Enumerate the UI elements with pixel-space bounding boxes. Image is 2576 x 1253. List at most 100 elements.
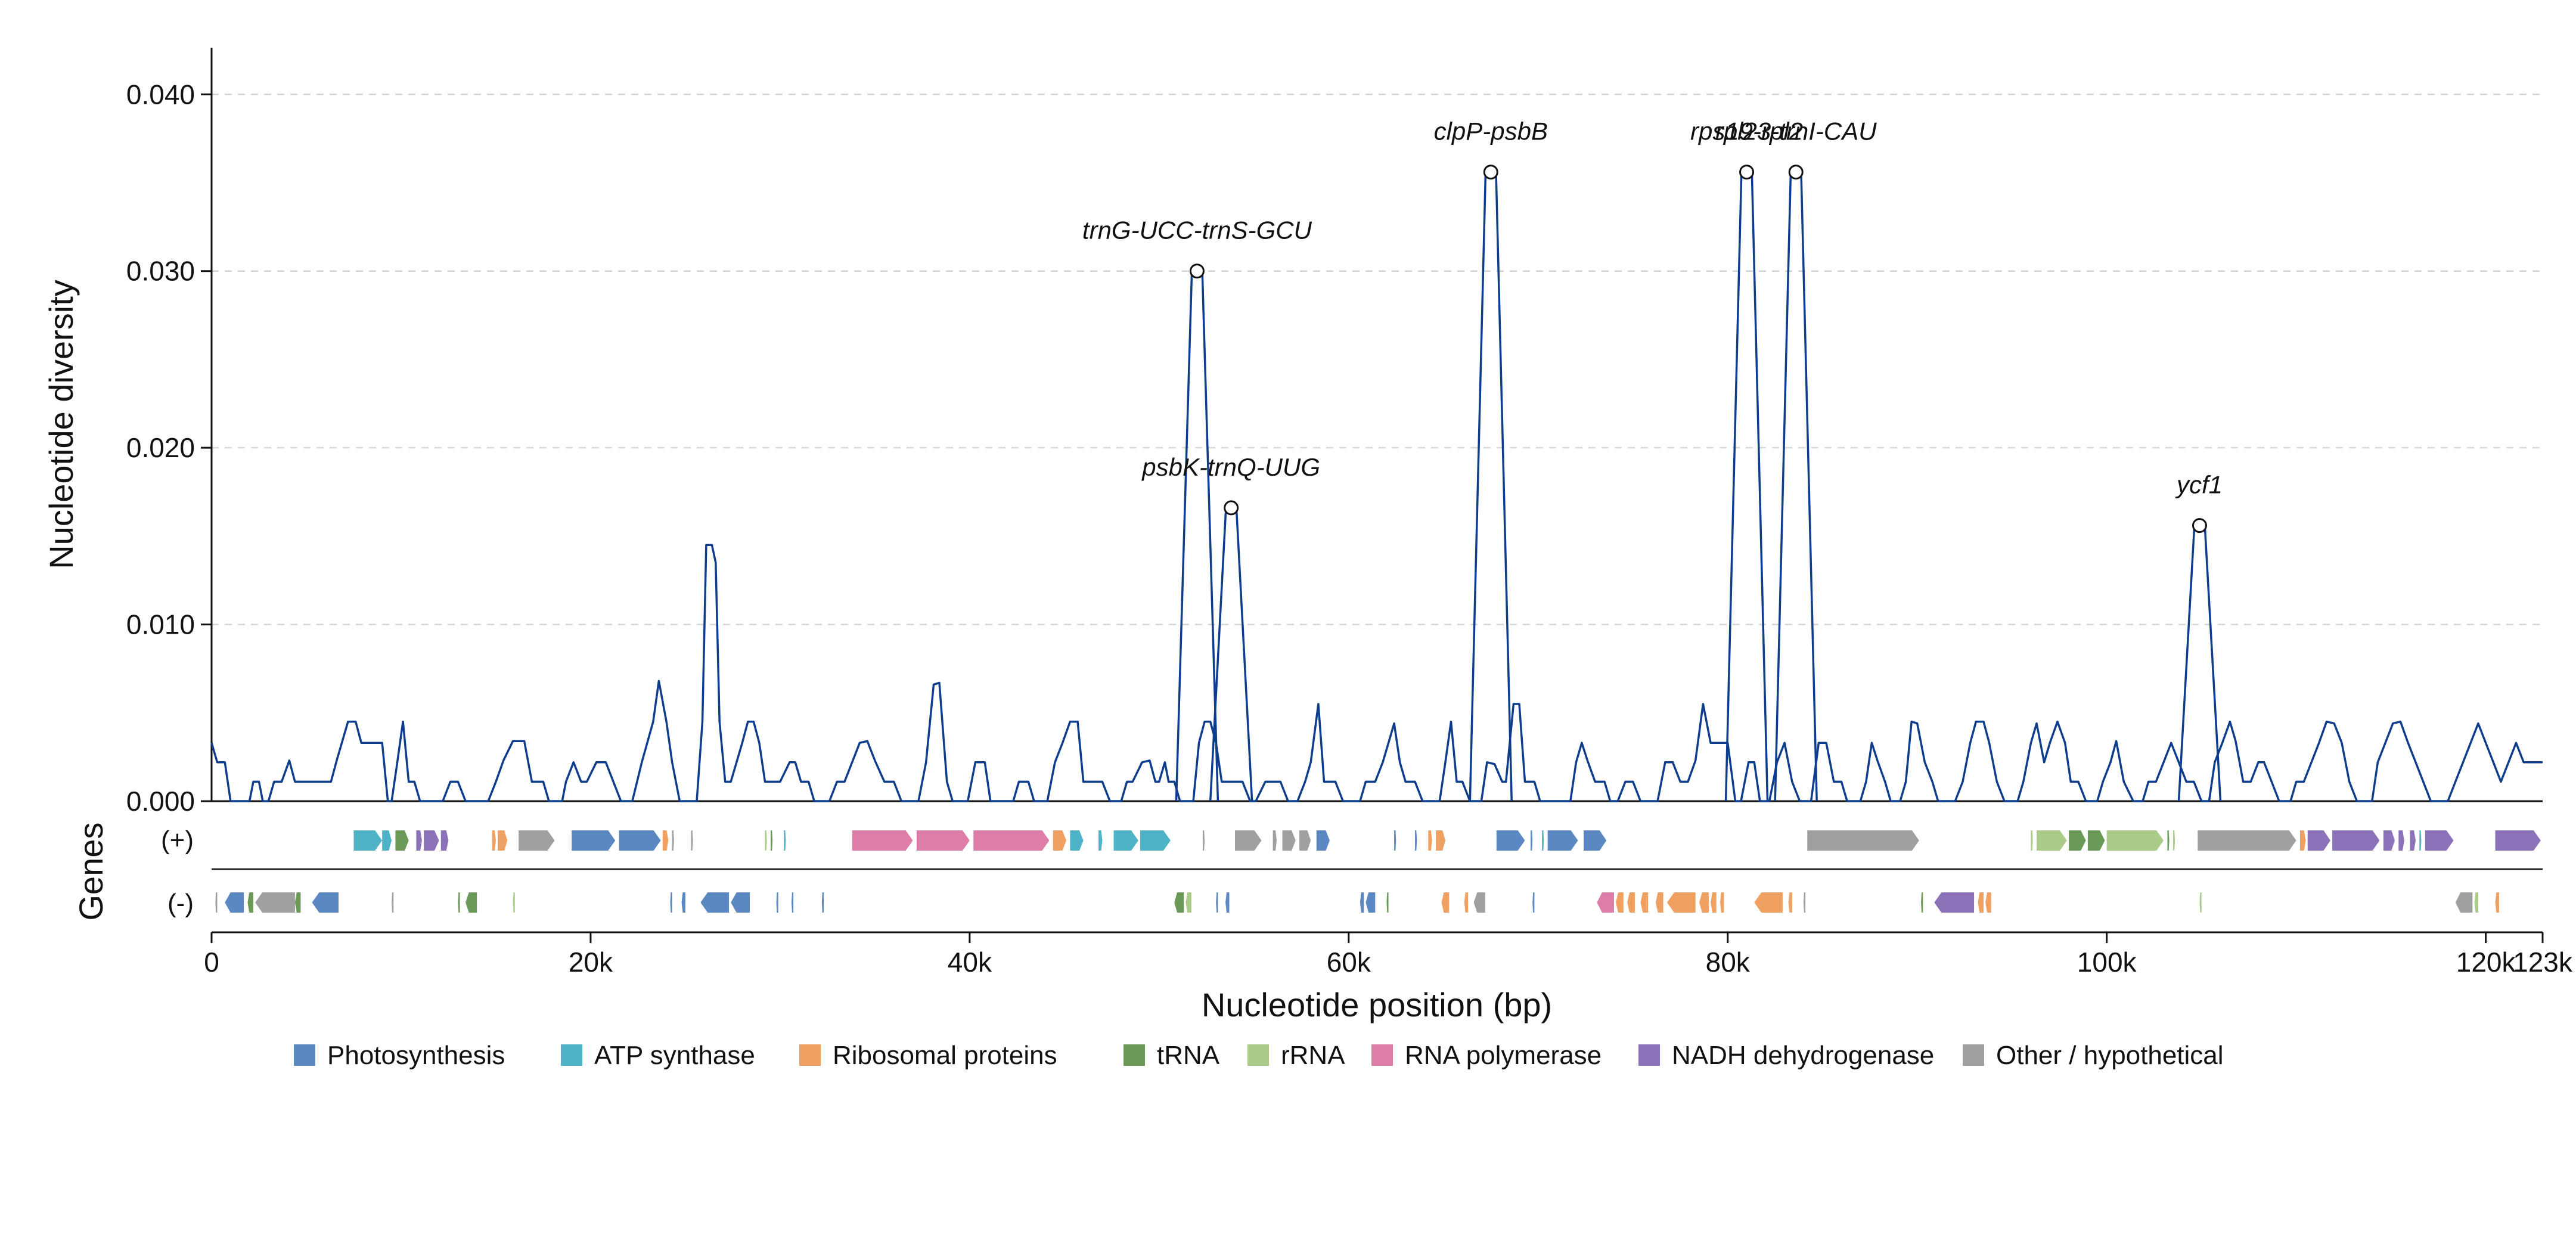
peak-marker <box>1788 165 1804 180</box>
plus-strand-gene <box>2398 830 2404 851</box>
plus-strand-gene <box>2087 830 2105 851</box>
plus-strand-gene <box>619 830 661 851</box>
legend: Photosynthesis ATP synthase Ribosomal prot… <box>294 1041 2224 1070</box>
plus-strand-gene <box>2495 830 2541 851</box>
peak-marker <box>2192 518 2207 534</box>
peak-spike <box>1724 170 1769 802</box>
plus-strand-gene <box>395 830 409 851</box>
gene-tracks <box>215 830 2541 913</box>
plus-strand-gene <box>1436 830 1445 851</box>
plus-strand-gene <box>1113 830 1138 851</box>
minus-strand-gene <box>681 892 685 913</box>
plus-strand-gene <box>1807 830 1919 851</box>
plus-strand-gene <box>1140 830 1171 851</box>
minus-strand-gene <box>247 892 253 913</box>
minus-strand-gene <box>1597 892 1614 913</box>
minus-strand-gene <box>821 892 824 913</box>
minus-strand-gene <box>1360 892 1364 913</box>
y-axis-title: Nucleotide diversity <box>42 280 80 569</box>
x-tick-label: 0 <box>204 947 219 978</box>
plus-strand-gene <box>1428 830 1432 851</box>
minus-strand-gene <box>1616 892 1624 913</box>
diversity-series <box>210 544 2543 802</box>
legend-swatch-ndh <box>1638 1044 1660 1066</box>
plus-strand-gene <box>691 830 693 851</box>
y-tick-label: 0.020 <box>126 432 195 463</box>
plus-strand-gene <box>852 830 913 851</box>
minus-strand-gene <box>312 892 339 913</box>
minus-strand-gene <box>700 892 730 913</box>
minus-strand-gene <box>392 892 394 913</box>
legend-label-other: Other / hypothetical <box>1996 1041 2224 1070</box>
legend-label-trna: tRNA <box>1157 1041 1220 1070</box>
plus-strand-gene <box>353 830 383 851</box>
minus-strand-gene <box>791 892 794 913</box>
minus-strand-gene <box>1464 892 1469 913</box>
minus-strand-gene <box>1921 892 1923 913</box>
plus-strand-gene <box>1316 830 1330 851</box>
genes-track-title: Genes <box>72 823 110 921</box>
plus-strand-gene <box>1394 830 1396 851</box>
peak-spike <box>1175 269 1219 802</box>
plus-strand-gene <box>771 830 773 851</box>
plus-strand-gene <box>2332 830 2380 851</box>
plus-strand-gene <box>1531 830 1533 851</box>
minus-strand-gene <box>255 892 295 913</box>
y-tick-label: 0.000 <box>126 786 195 817</box>
plus-strand-gene <box>2106 830 2164 851</box>
y-tick-label: 0.010 <box>126 609 195 640</box>
y-tick-label: 0.030 <box>126 256 195 287</box>
plus-strand-gene <box>1053 830 1067 851</box>
minus-strand-gene <box>776 892 778 913</box>
plus-strand-gene <box>1235 830 1262 851</box>
minus-strand-gene <box>1473 892 1485 913</box>
plus-strand-gene <box>2300 830 2306 851</box>
plus-strand-gene <box>2307 830 2330 851</box>
plus-strand-gene <box>2425 830 2454 851</box>
minus-strand-gene <box>1225 892 1230 913</box>
x-axis-title: Nucleotide position (bp) <box>1202 986 1552 1024</box>
legend-swatch-ribo <box>799 1044 821 1066</box>
gridlines <box>212 94 2543 625</box>
peak-marker <box>1483 165 1498 180</box>
minus-strand-gene <box>294 892 301 913</box>
plot-axes <box>210 48 2543 933</box>
plus-strand-gene <box>2167 830 2170 851</box>
plus-strand-gene <box>424 830 439 851</box>
plus-strand-gene <box>973 830 1050 851</box>
minus-strand-gene <box>2495 892 2499 913</box>
minus-strand-gene <box>225 892 244 913</box>
legend-label-ribo: Ribosomal proteins <box>833 1041 1057 1070</box>
plus-strand-gene <box>498 830 508 851</box>
x-tick-label: 80k <box>1706 947 1751 978</box>
peak-label: trnG-UCC-trnS-GCU <box>1082 216 1312 244</box>
peak-label: clpP-psbB <box>1434 117 1548 145</box>
peak-spike <box>1774 170 1818 802</box>
minus-strand-gene <box>1788 892 1792 913</box>
x-tick-label: 123k <box>2513 947 2573 978</box>
plus-strand-gene <box>1584 830 1607 851</box>
minus-strand-gene <box>1720 892 1724 913</box>
x-tick-label: 20k <box>569 947 613 978</box>
x-tick-label: 40k <box>948 947 992 978</box>
minus-strand-gene <box>1934 892 1975 913</box>
minus-strand-gene <box>1803 892 1806 913</box>
peak-markers: trnG-UCC-trnS-GCU psbK-trnQ-UUG clpP-psbB r… <box>1082 117 2223 802</box>
x-tick-label: 60k <box>1327 947 1371 978</box>
minus-strand-gene <box>1365 892 1376 913</box>
minus-strand-gene <box>1699 892 1709 913</box>
peak-label: psbK-trnQ-UUG <box>1141 453 1320 481</box>
plus-strand-gene <box>1273 830 1277 851</box>
minus-strand-gene <box>1532 892 1535 913</box>
legend-label-atp: ATP synthase <box>594 1041 755 1070</box>
plus-strand-gene <box>382 830 392 851</box>
peak-marker <box>1224 500 1239 516</box>
diversity-line <box>210 544 2543 802</box>
minus-strand-gene <box>1655 892 1663 913</box>
minus-strand-gene <box>1985 892 1991 913</box>
legend-swatch-atp <box>561 1044 582 1066</box>
legend-swatch-rrna <box>1247 1044 1269 1066</box>
plus-strand-gene <box>2419 830 2422 851</box>
plus-strand-gene <box>440 830 449 851</box>
